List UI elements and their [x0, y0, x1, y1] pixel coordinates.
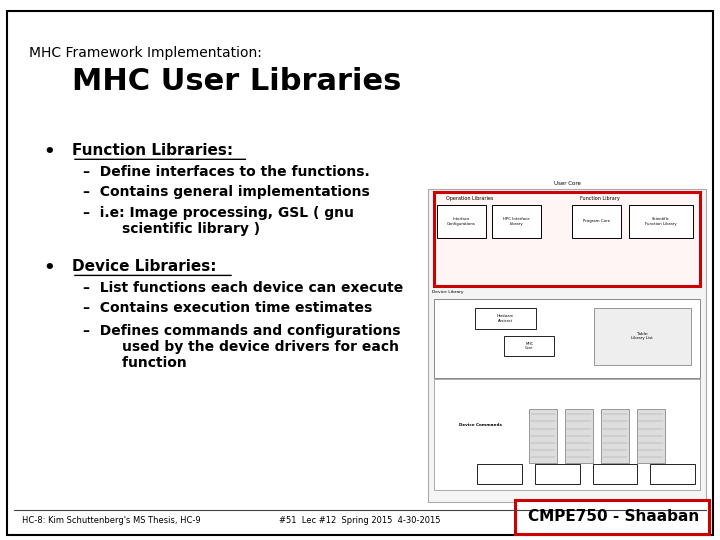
Text: –  Define interfaces to the functions.: – Define interfaces to the functions.	[83, 165, 369, 179]
Bar	[629, 205, 693, 238]
Text: –  List functions each device can execute: – List functions each device can execute	[83, 281, 403, 295]
Bar	[565, 409, 593, 463]
Bar	[434, 299, 700, 378]
Text: MHC User Libraries: MHC User Libraries	[72, 68, 401, 97]
Text: Device Libraries:: Device Libraries:	[72, 259, 217, 274]
Bar	[504, 336, 554, 356]
Text: –  Contains execution time estimates: – Contains execution time estimates	[83, 301, 372, 315]
Bar	[601, 409, 629, 463]
Text: Program Core: Program Core	[583, 219, 611, 224]
Bar	[437, 205, 486, 238]
Text: Function Libraries:: Function Libraries:	[72, 143, 233, 158]
Text: –  i.e: Image processing, GSL ( gnu
        scientific library ): – i.e: Image processing, GSL ( gnu scien…	[83, 206, 354, 237]
Bar	[434, 192, 700, 286]
Bar	[428, 189, 706, 502]
Text: Device Library: Device Library	[432, 290, 464, 294]
Text: Interface
Configurations: Interface Configurations	[447, 217, 476, 226]
Text: MHC Framework Implementation:: MHC Framework Implementation:	[29, 46, 261, 60]
Bar	[477, 464, 522, 484]
Bar	[535, 464, 580, 484]
Text: HPC Interface
Library: HPC Interface Library	[503, 217, 529, 226]
Bar	[529, 409, 557, 463]
Bar	[492, 205, 541, 238]
Text: –  Defines commands and configurations
        used by the device drivers for ea: – Defines commands and configurations us…	[83, 324, 400, 370]
Text: CMPE750 - Shaaban: CMPE750 - Shaaban	[528, 509, 699, 524]
Bar	[572, 205, 621, 238]
Text: MHC
Core: MHC Core	[525, 342, 534, 350]
Text: #51  Lec #12  Spring 2015  4-30-2015: #51 Lec #12 Spring 2015 4-30-2015	[279, 516, 441, 525]
Text: Hardware
Abstract: Hardware Abstract	[497, 314, 514, 323]
Text: User Core: User Core	[554, 181, 580, 186]
Bar	[650, 464, 695, 484]
Bar	[515, 500, 709, 534]
Text: Operation Libraries: Operation Libraries	[446, 196, 494, 201]
Text: •: •	[43, 259, 55, 277]
Bar	[593, 464, 637, 484]
Bar	[434, 379, 700, 490]
Bar	[594, 308, 691, 364]
Text: Table:
Library List: Table: Library List	[631, 332, 653, 340]
Text: Scientific
Function Library: Scientific Function Library	[645, 217, 677, 226]
Bar	[475, 308, 536, 329]
Text: Function Library: Function Library	[580, 196, 619, 201]
Bar	[637, 409, 665, 463]
Text: –  Contains general implementations: – Contains general implementations	[83, 185, 369, 199]
Text: HC-8: Kim Schuttenberg's MS Thesis, HC-9: HC-8: Kim Schuttenberg's MS Thesis, HC-9	[22, 516, 200, 525]
Text: •: •	[43, 143, 55, 161]
Text: Device Commands: Device Commands	[459, 423, 502, 427]
